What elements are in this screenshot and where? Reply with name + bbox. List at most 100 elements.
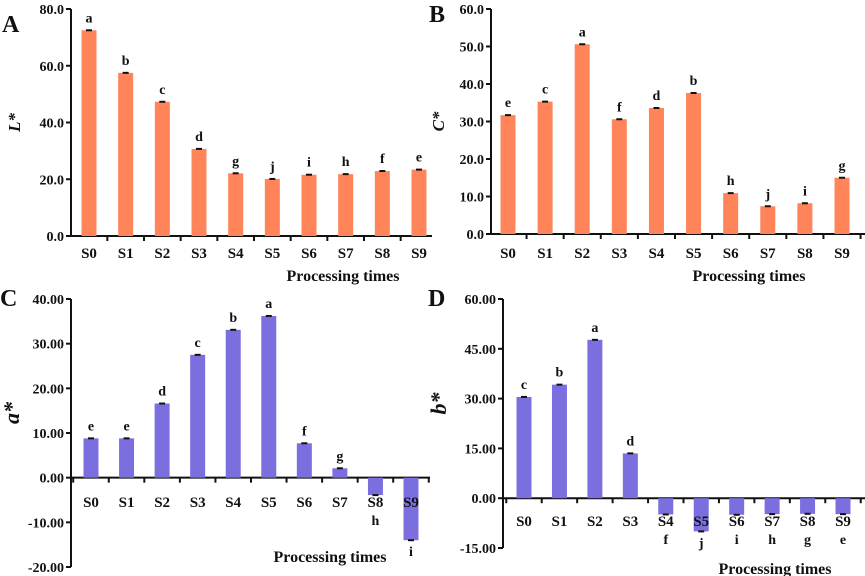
- y-tick-label: 30.0: [460, 116, 485, 131]
- significance-letter: f: [302, 424, 307, 439]
- panel-b: B 0.0 10.0 20.0 30.0 40.0 50.0 60.0 C* e S0 c S1 a S2 f…: [429, 2, 865, 285]
- bar-s9: [835, 498, 851, 515]
- bar-s6: [729, 498, 745, 515]
- x-tick-label: S1: [118, 246, 134, 262]
- panel-letter: D: [428, 286, 445, 312]
- bar-s1: [551, 384, 567, 499]
- bar-s4: [658, 498, 674, 515]
- bar-s1: [119, 438, 135, 478]
- significance-letter: d: [626, 434, 634, 449]
- y-tick-label: 20.00: [33, 382, 65, 397]
- y-tick-label: 80.0: [40, 3, 65, 18]
- panel-letter: A: [2, 12, 20, 38]
- bar-s6: [301, 174, 317, 236]
- bar-s7: [760, 206, 776, 234]
- x-tick-label: S9: [834, 246, 850, 262]
- bar-s3: [622, 453, 638, 499]
- x-tick-label: S6: [296, 495, 312, 511]
- x-axis-label: Processing times: [286, 268, 399, 285]
- x-tick-label: S2: [154, 246, 170, 262]
- y-tick-label: 10.00: [33, 427, 65, 442]
- bar-s4: [225, 329, 241, 478]
- x-tick-label: S3: [622, 514, 638, 530]
- y-tick-label: 0.0: [467, 228, 485, 243]
- x-tick-label: S9: [403, 495, 419, 511]
- y-axis-label: a*: [0, 401, 24, 424]
- y-tick-label: 60.0: [460, 3, 485, 18]
- y-tick-label: 15.00: [465, 442, 497, 457]
- x-tick-label: S2: [154, 495, 170, 511]
- y-tick-label: 0.0: [47, 230, 65, 245]
- significance-letter: g: [839, 159, 846, 174]
- y-tick-label: 10.0: [460, 191, 485, 206]
- bar-s2: [154, 403, 170, 478]
- significance-letter: h: [342, 155, 350, 170]
- bar-s7: [332, 468, 348, 478]
- y-tick-label: -20.00: [28, 561, 64, 576]
- significance-letter: i: [803, 184, 807, 199]
- significance-letter: g: [232, 154, 239, 169]
- bar-s0: [500, 115, 516, 234]
- panel-a: A 0.0 20.0 40.0 60.0 80.0 L* a S0 b S1 c S2 d S3 g S4 j S5…: [2, 3, 432, 285]
- x-tick-label: S7: [760, 246, 776, 262]
- significance-letter: f: [380, 152, 385, 167]
- significance-letter: e: [840, 533, 846, 548]
- x-tick-label: S5: [261, 495, 277, 511]
- x-tick-label: S0: [83, 495, 99, 511]
- significance-letter: i: [735, 533, 739, 548]
- x-tick-label: S4: [225, 495, 241, 511]
- significance-letter: c: [521, 378, 527, 393]
- bar-s9: [403, 477, 419, 541]
- bar-s2: [154, 101, 170, 236]
- significance-letter: g: [336, 449, 343, 464]
- bar-s1: [537, 101, 553, 234]
- y-tick-label: 0.00: [472, 492, 497, 507]
- bar-s0: [516, 396, 532, 499]
- significance-letter: g: [804, 533, 811, 548]
- y-tick-label: 20.0: [40, 173, 65, 188]
- x-axis-label: Processing times: [692, 268, 805, 285]
- y-tick-label: 40.00: [33, 293, 65, 308]
- significance-letter: h: [768, 533, 776, 548]
- bar-s2: [587, 339, 603, 499]
- x-tick-label: S3: [611, 246, 627, 262]
- x-tick-label: S4: [658, 514, 674, 530]
- x-tick-label: S6: [729, 514, 745, 530]
- bar-s9: [411, 169, 427, 236]
- significance-letter: f: [617, 100, 622, 115]
- bar-s0: [81, 30, 97, 236]
- bar-s8: [367, 477, 383, 496]
- significance-letter: c: [159, 83, 165, 98]
- bar-s3: [191, 148, 207, 236]
- x-tick-label: S8: [797, 246, 813, 262]
- significance-letter: j: [764, 187, 770, 202]
- x-tick-label: S0: [81, 246, 97, 262]
- bar-s6: [723, 193, 739, 234]
- significance-letter: a: [579, 25, 586, 40]
- x-tick-label: S1: [537, 246, 553, 262]
- x-tick-label: S9: [835, 514, 851, 530]
- panel-c: C -20.00 -10.00 0.00 10.00 20.00 30.00 40.00 a* e…: [0, 286, 430, 576]
- x-tick-label: S9: [411, 246, 427, 262]
- x-tick-label: S2: [587, 514, 603, 530]
- bar-s3: [190, 354, 206, 478]
- bar-s8: [374, 171, 390, 236]
- y-tick-label: 50.0: [460, 41, 485, 56]
- x-tick-label: S4: [649, 246, 665, 262]
- x-axis-label: Processing times: [273, 549, 386, 566]
- significance-letter: d: [653, 89, 661, 104]
- significance-letter: d: [195, 130, 203, 145]
- panel-letter: C: [0, 286, 17, 312]
- x-tick-label: S8: [368, 495, 384, 511]
- significance-letter: b: [556, 366, 564, 381]
- x-tick-label: S1: [552, 514, 568, 530]
- bar-s6: [296, 443, 312, 478]
- bar-s4: [228, 173, 244, 236]
- significance-letter: c: [195, 336, 201, 351]
- significance-letter: h: [372, 514, 380, 529]
- bar-s5: [264, 178, 280, 236]
- x-tick-label: S5: [686, 246, 702, 262]
- bar-s5: [693, 498, 709, 532]
- bar-s9: [834, 177, 850, 234]
- y-tick-label: 60.0: [40, 60, 65, 75]
